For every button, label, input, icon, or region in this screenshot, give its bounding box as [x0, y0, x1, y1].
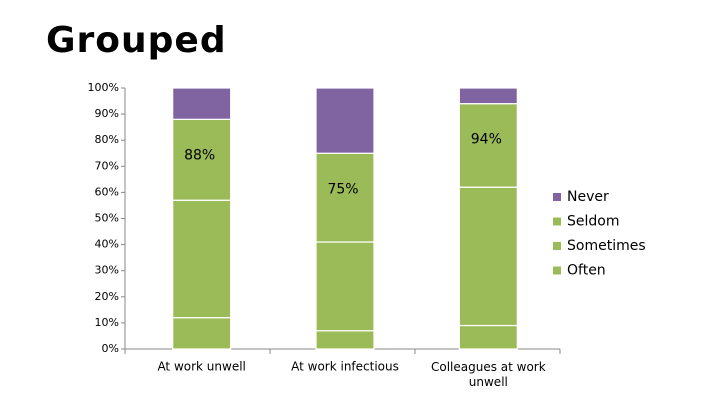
bar-segment [315, 330, 375, 350]
legend-label: Seldom [567, 214, 619, 230]
y-tick-label: 70% [95, 159, 119, 172]
y-tick-label: 50% [95, 212, 119, 225]
y-tick-label: 40% [95, 238, 119, 251]
y-tick-label: 0% [102, 342, 119, 355]
bar-segment [458, 186, 518, 327]
x-tick-label: At work unwell [157, 360, 245, 374]
y-tick-label: 20% [95, 290, 119, 303]
x-tick-label: Colleagues at work unwell [431, 360, 546, 389]
annotation: 94% [471, 132, 502, 148]
legend-marker [553, 217, 561, 226]
bar-segment [315, 241, 375, 332]
bar-segment [172, 87, 232, 120]
y-tick-label: 80% [95, 133, 119, 146]
x-tick-label: At work infectious [291, 360, 399, 374]
annotation: 75% [327, 181, 358, 197]
bar-segment [315, 87, 375, 154]
bar-segment [172, 199, 232, 319]
bar-segment [458, 324, 518, 350]
bar-segment [315, 152, 375, 243]
legend-marker [553, 266, 561, 275]
bar-segment [458, 103, 518, 188]
legend-label: Sometimes [567, 238, 646, 254]
legend-marker [553, 242, 561, 250]
chart-title: Grouped [46, 20, 227, 61]
bar-segment [172, 118, 232, 201]
bar-segment [458, 87, 518, 105]
annotation: 88% [184, 147, 215, 163]
bar-segment [172, 317, 232, 350]
y-tick-label: 90% [95, 107, 119, 120]
y-tick-label: 60% [95, 185, 119, 198]
y-tick-label: 30% [95, 264, 119, 277]
legend-marker [553, 193, 561, 201]
legend-label: Often [567, 263, 606, 279]
y-tick-label: 10% [95, 316, 119, 329]
legend-label: Never [567, 189, 609, 205]
y-tick-label: 100% [88, 81, 119, 94]
